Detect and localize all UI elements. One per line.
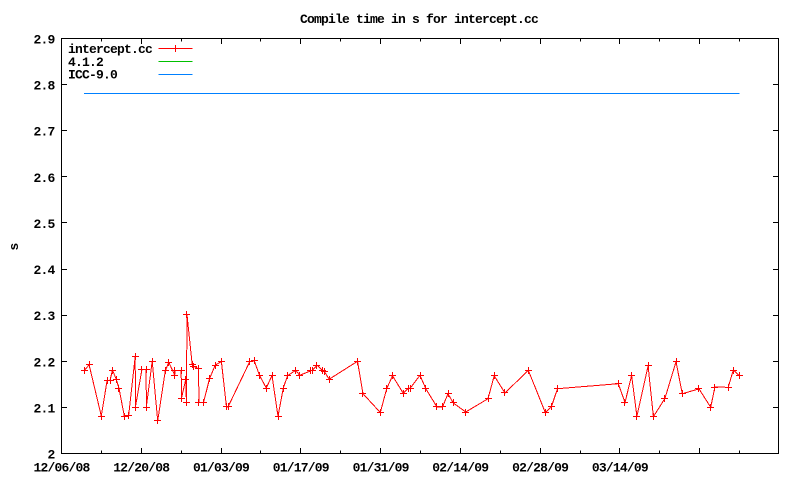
svg-text:2.8: 2.8 xyxy=(33,79,55,94)
svg-text:s: s xyxy=(7,243,22,251)
svg-text:4.1.2: 4.1.2 xyxy=(68,55,104,70)
svg-text:03/14/09: 03/14/09 xyxy=(592,461,649,476)
svg-text:2.3: 2.3 xyxy=(33,309,55,324)
svg-text:2: 2 xyxy=(47,448,55,463)
svg-text:2.1: 2.1 xyxy=(33,401,55,416)
svg-text:2.4: 2.4 xyxy=(33,263,55,278)
svg-text:2.6: 2.6 xyxy=(33,171,55,186)
svg-text:02/28/09: 02/28/09 xyxy=(512,461,569,476)
svg-text:2.7: 2.7 xyxy=(33,125,54,140)
svg-text:12/20/08: 12/20/08 xyxy=(113,461,170,476)
svg-text:Compile time in s for intercep: Compile time in s for intercept.cc xyxy=(300,12,539,27)
svg-text:01/17/09: 01/17/09 xyxy=(273,461,330,476)
svg-text:ICC-9.0: ICC-9.0 xyxy=(68,68,118,83)
svg-text:01/31/09: 01/31/09 xyxy=(353,461,410,476)
svg-text:2.5: 2.5 xyxy=(33,217,55,232)
svg-text:2.2: 2.2 xyxy=(33,355,55,370)
svg-text:12/06/08: 12/06/08 xyxy=(33,461,90,476)
svg-text:02/14/09: 02/14/09 xyxy=(432,461,489,476)
svg-text:intercept.cc: intercept.cc xyxy=(68,42,153,57)
svg-text:01/03/09: 01/03/09 xyxy=(193,461,250,476)
svg-text:2.9: 2.9 xyxy=(33,33,55,48)
